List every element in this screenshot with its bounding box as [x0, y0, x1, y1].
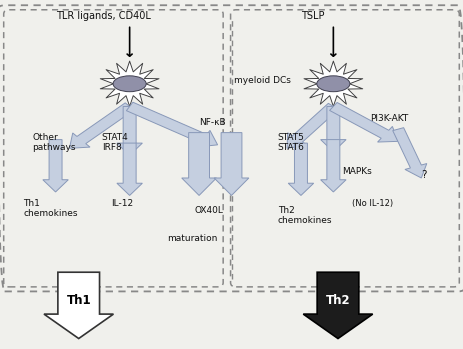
- Polygon shape: [43, 140, 69, 192]
- Polygon shape: [126, 102, 218, 147]
- Polygon shape: [393, 128, 427, 178]
- Text: STAT5
STAT6: STAT5 STAT6: [278, 133, 305, 152]
- Text: MAPKs: MAPKs: [343, 166, 372, 176]
- Polygon shape: [214, 133, 249, 195]
- Polygon shape: [320, 140, 346, 192]
- Text: Other
pathways: Other pathways: [32, 133, 76, 152]
- Ellipse shape: [113, 76, 146, 92]
- Text: myeloid DCs: myeloid DCs: [234, 76, 291, 85]
- Text: STAT4
IRF8: STAT4 IRF8: [102, 133, 129, 152]
- Text: TSLP: TSLP: [301, 11, 325, 21]
- Text: PI3K-AKT: PI3K-AKT: [370, 114, 409, 123]
- Text: Th2: Th2: [325, 294, 350, 307]
- Polygon shape: [330, 103, 398, 142]
- Text: IL-12: IL-12: [111, 199, 133, 208]
- Polygon shape: [304, 61, 363, 106]
- Polygon shape: [287, 103, 338, 148]
- Text: maturation: maturation: [167, 234, 217, 243]
- Polygon shape: [181, 133, 217, 195]
- Ellipse shape: [317, 76, 350, 92]
- Polygon shape: [303, 272, 373, 339]
- Polygon shape: [100, 61, 159, 106]
- Polygon shape: [117, 143, 143, 195]
- Text: Th2
chemokines: Th2 chemokines: [278, 206, 332, 225]
- Text: NF-κB: NF-κB: [199, 118, 226, 127]
- Text: ?: ?: [421, 170, 427, 179]
- Polygon shape: [44, 272, 113, 339]
- Text: OX40L: OX40L: [194, 206, 223, 215]
- Polygon shape: [288, 143, 314, 195]
- Text: Th1: Th1: [66, 294, 91, 307]
- Polygon shape: [69, 103, 134, 148]
- Text: (No IL-12): (No IL-12): [352, 199, 393, 208]
- Text: Th1
chemokines: Th1 chemokines: [23, 199, 78, 218]
- Polygon shape: [117, 106, 143, 155]
- Text: TLR ligands, CD40L: TLR ligands, CD40L: [56, 11, 150, 21]
- Polygon shape: [320, 106, 346, 152]
